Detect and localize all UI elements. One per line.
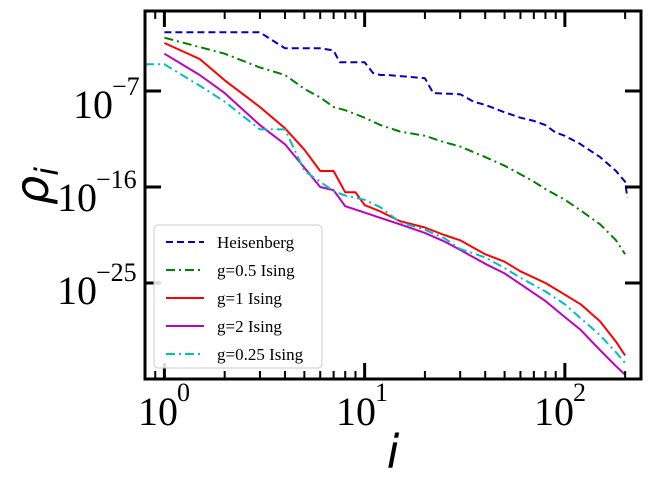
legend-box [153, 224, 323, 369]
y-tick-base-2: 10 [57, 175, 97, 220]
y-tick-exp-3: −25 [96, 258, 137, 287]
y-axis-label: ρi [5, 167, 66, 205]
y-tick-base-1: 10 [73, 82, 113, 127]
svg-text:1: 1 [375, 378, 388, 407]
y-tick-exp-2: −16 [96, 165, 137, 194]
svg-text:10: 10 [57, 268, 97, 313]
series-layer [145, 31, 629, 376]
x-tick-label-2: 10 1 [336, 378, 388, 434]
svg-text:0: 0 [177, 378, 190, 407]
legend-label-2: g=0.5 Ising [217, 261, 295, 280]
svg-text:−16: −16 [96, 165, 137, 194]
svg-text:10: 10 [57, 175, 97, 220]
x-tick-base-1: 10 [138, 389, 178, 434]
x-tick-label-3: 10 2 [534, 378, 586, 434]
svg-text:2: 2 [573, 378, 586, 407]
legend-label-4: g=2 Ising [217, 317, 282, 336]
svg-text:10: 10 [138, 389, 178, 434]
svg-text:10: 10 [336, 389, 376, 434]
x-tick-exp-1: 0 [177, 378, 190, 407]
y-tick-label-3: 10 −25 [57, 258, 137, 313]
x-tick-base-3: 10 [534, 389, 574, 434]
y-tick-label-2: 10 −16 [57, 165, 137, 220]
series-line-2 [164, 36, 626, 255]
y-tick-exp-1: −7 [112, 72, 140, 101]
svg-text:10: 10 [534, 389, 574, 434]
legend: Heisenberg g=0.5 Ising g=1 Ising g=2 Ising g… [153, 224, 323, 369]
series-line-3 [163, 42, 626, 357]
series-line-5 [145, 63, 626, 364]
svg-text:ρi: ρi [5, 167, 66, 205]
legend-label-5: g=0.25 Ising [217, 345, 304, 364]
svg-text:−25: −25 [96, 258, 137, 287]
svg-text:10: 10 [73, 82, 113, 127]
ticks-layer [144, 11, 641, 379]
legend-label-3: g=1 Ising [217, 289, 282, 308]
x-tick-exp-2: 1 [375, 378, 388, 407]
y-tick-base-3: 10 [57, 268, 97, 313]
legend-label-1: Heisenberg [217, 233, 295, 252]
series-line-1 [164, 31, 629, 198]
x-axis-label: i [387, 425, 400, 479]
x-tick-exp-3: 2 [573, 378, 586, 407]
x-tick-base-2: 10 [336, 389, 376, 434]
y-tick-label-1: 10 −7 [73, 72, 140, 127]
x-tick-label-1: 10 0 [138, 378, 190, 434]
plot-frame [143, 9, 643, 381]
svg-text:−7: −7 [112, 72, 140, 101]
series-line-4 [163, 52, 626, 376]
y-axis-label-subscript: i [28, 167, 66, 176]
